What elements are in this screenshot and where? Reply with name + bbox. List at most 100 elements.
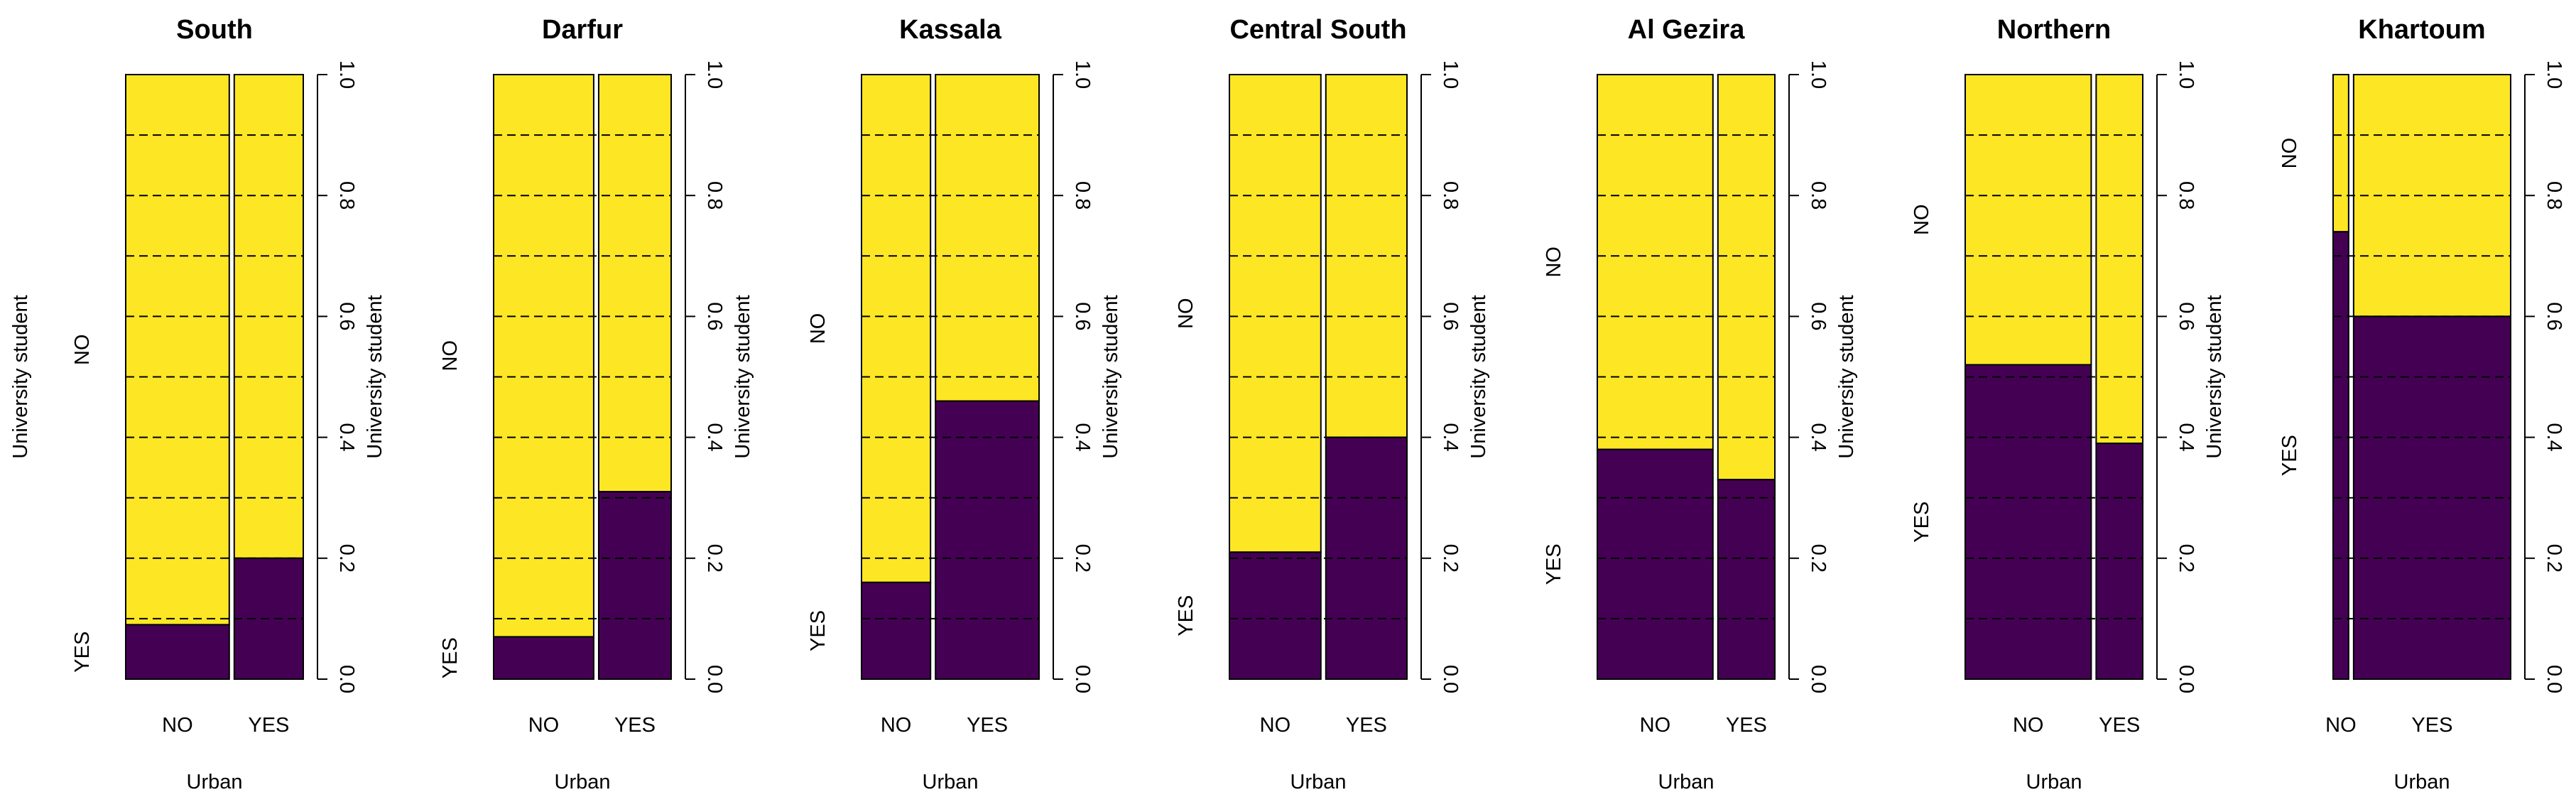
segment-no-yes bbox=[1229, 551, 1322, 680]
y-axis-title-right: University student bbox=[1467, 295, 1490, 459]
x-category-label: YES bbox=[1726, 714, 1767, 737]
y-tick-label: 0.8 bbox=[1807, 181, 1830, 210]
segment-yes-yes bbox=[1717, 479, 1776, 680]
x-category-label: NO bbox=[2013, 714, 2044, 737]
segment-no-no bbox=[2332, 74, 2349, 233]
y-tick-label: 1.0 bbox=[1439, 60, 1462, 89]
level-label-yes: YES bbox=[1543, 543, 1565, 585]
panel-title: Khartoum bbox=[2358, 15, 2485, 45]
y-tick-label: 0.4 bbox=[1071, 423, 1094, 451]
segment-no-no bbox=[1597, 74, 1714, 450]
panel-7: Khartoum NO YES 0.0 0.2 0.4 0.6 0.8 1.0 YES NO Urba… bbox=[2278, 15, 2565, 794]
y-tick-label: 0.0 bbox=[1071, 665, 1094, 693]
segment-no-no bbox=[125, 74, 230, 626]
segment-no-yes bbox=[861, 581, 932, 681]
y-tick-label: 0.2 bbox=[1071, 544, 1094, 573]
y-tick-label: 1.0 bbox=[1071, 60, 1094, 89]
segment-no-yes bbox=[1964, 364, 2092, 680]
level-label-no: NO bbox=[1543, 247, 1565, 278]
y-tick-label: 0.4 bbox=[703, 423, 726, 451]
y-tick-label: 0.4 bbox=[2543, 423, 2565, 451]
y-tick-label: 0.6 bbox=[1439, 302, 1462, 330]
y-tick-label: 0.0 bbox=[1439, 665, 1462, 693]
y-tick-label: 0.8 bbox=[1071, 181, 1094, 210]
y-tick-label: 0.8 bbox=[1439, 181, 1462, 210]
segment-no-yes bbox=[493, 636, 594, 680]
segment-no-yes bbox=[125, 624, 230, 680]
x-category-label: YES bbox=[967, 714, 1008, 737]
level-label-no: NO bbox=[1175, 298, 1197, 329]
y-tick-label: 0.2 bbox=[703, 544, 726, 573]
panel-1: South NO YES 0.0 0.2 0.4 0.6 0.8 1.0 University s… bbox=[9, 15, 386, 794]
segment-yes-no bbox=[1717, 74, 1776, 481]
x-category-label: NO bbox=[528, 714, 560, 737]
y-tick-label: 0.6 bbox=[2175, 302, 2197, 330]
y-tick-label: 0.8 bbox=[335, 181, 358, 210]
panel-5: Al Gezira NO YES 0.0 0.2 0.4 0.6 0.8 1.0 Universi… bbox=[1543, 15, 1858, 794]
y-tick-label: 0.8 bbox=[2175, 181, 2197, 210]
y-tick-label: 0.6 bbox=[703, 302, 726, 330]
x-category-label: NO bbox=[1640, 714, 1671, 737]
y-tick-label: 1.0 bbox=[335, 60, 358, 89]
y-tick-label: 1.0 bbox=[2543, 60, 2565, 89]
x-category-label: NO bbox=[881, 714, 912, 737]
y-tick-label: 0.6 bbox=[1071, 302, 1094, 330]
panel-title: Northern bbox=[1997, 15, 2111, 45]
segment-yes-yes bbox=[597, 491, 672, 680]
x-axis-title: Urban bbox=[923, 771, 979, 794]
y-axis-title-right: University student bbox=[1099, 295, 1122, 459]
x-axis-title: Urban bbox=[1658, 771, 1714, 794]
y-tick-label: 0.0 bbox=[1807, 665, 1830, 693]
y-tick-label: 1.0 bbox=[2175, 60, 2197, 89]
panel-title: Darfur bbox=[542, 15, 623, 45]
level-label-yes: YES bbox=[71, 632, 94, 673]
panel-title: Central South bbox=[1229, 15, 1406, 45]
level-label-yes: YES bbox=[807, 610, 830, 651]
y-tick-label: 0.0 bbox=[2543, 665, 2565, 693]
x-category-label: NO bbox=[2325, 714, 2357, 737]
y-tick-label: 0.2 bbox=[2543, 544, 2565, 573]
y-axis-title-right: University student bbox=[364, 295, 386, 459]
y-tick-label: 0.8 bbox=[703, 181, 726, 210]
level-label-no: NO bbox=[71, 334, 94, 364]
segment-no-yes bbox=[2332, 231, 2349, 680]
x-category-label: YES bbox=[248, 714, 289, 737]
level-label-no: NO bbox=[2278, 138, 2301, 169]
y-axis-title-right: University student bbox=[1835, 295, 1858, 459]
y-tick-label: 0.8 bbox=[2543, 181, 2565, 210]
x-category-label: YES bbox=[1346, 714, 1387, 737]
y-tick-label: 0.6 bbox=[2543, 302, 2565, 330]
panel-3: Kassala NO YES 0.0 0.2 0.4 0.6 0.8 1.0 University… bbox=[807, 15, 1122, 794]
level-label-yes: YES bbox=[1911, 502, 1933, 543]
panel-title: Al Gezira bbox=[1628, 15, 1746, 45]
segment-no-no bbox=[493, 74, 594, 638]
x-axis-title: Urban bbox=[2026, 771, 2082, 794]
y-tick-label: 0.4 bbox=[1807, 423, 1830, 451]
level-label-yes: YES bbox=[2278, 435, 2301, 476]
x-category-label: NO bbox=[162, 714, 193, 737]
segment-yes-yes bbox=[2095, 443, 2143, 680]
segment-no-no bbox=[1964, 74, 2092, 366]
y-tick-label: 0.2 bbox=[1439, 544, 1462, 573]
panel-title: South bbox=[176, 15, 253, 45]
x-category-label: YES bbox=[2411, 714, 2452, 737]
panel-title: Kassala bbox=[899, 15, 1002, 45]
level-label-yes: YES bbox=[439, 637, 462, 678]
x-axis-title: Urban bbox=[1290, 771, 1347, 794]
y-tick-label: 0.4 bbox=[2175, 423, 2197, 451]
y-tick-label: 0.0 bbox=[2175, 665, 2197, 693]
segment-yes-yes bbox=[935, 400, 1040, 680]
y-axis-title-right: University student bbox=[2203, 295, 2226, 459]
y-tick-label: 0.2 bbox=[335, 544, 358, 573]
y-tick-label: 1.0 bbox=[703, 60, 726, 89]
y-tick-label: 0.6 bbox=[335, 302, 358, 330]
x-axis-title: Urban bbox=[187, 771, 243, 794]
segment-no-yes bbox=[1597, 448, 1714, 680]
panel-2: Darfur NO YES 0.0 0.2 0.4 0.6 0.8 1.0 University … bbox=[439, 15, 754, 794]
segment-yes-no bbox=[597, 74, 672, 493]
level-label-no: NO bbox=[439, 340, 462, 371]
x-axis-title: Urban bbox=[555, 771, 611, 794]
level-label-yes: YES bbox=[1175, 595, 1197, 637]
y-tick-label: 0.0 bbox=[703, 665, 726, 693]
